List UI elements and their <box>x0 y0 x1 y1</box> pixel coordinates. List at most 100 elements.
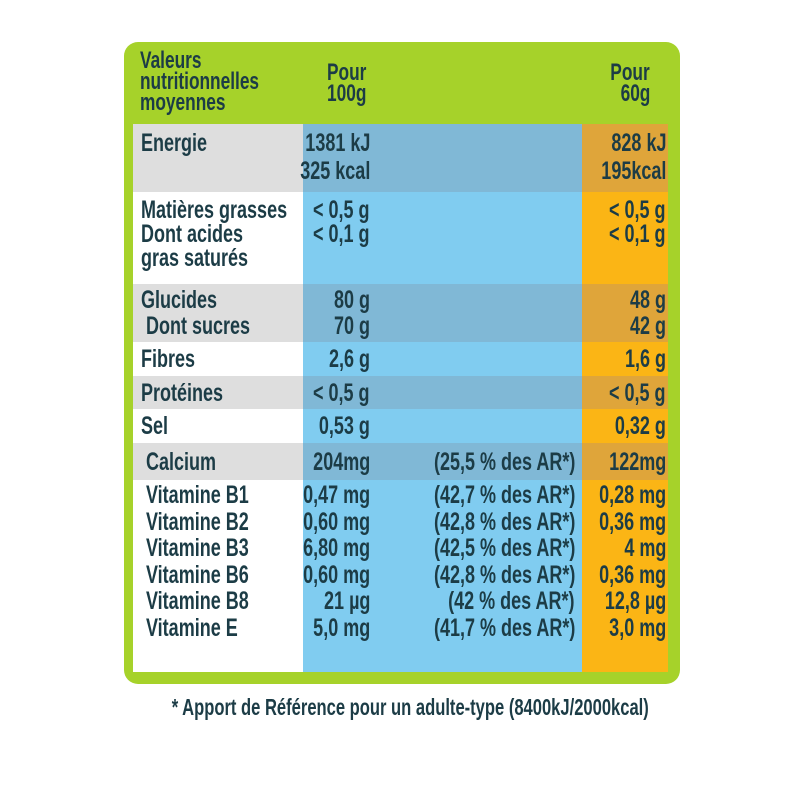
label-cell <box>133 443 303 480</box>
nutrient-label: Dont sucres <box>141 312 251 340</box>
nutrient-label: gras saturés <box>141 244 249 272</box>
nutrient-label: Vitamine B2 <box>141 507 249 536</box>
nutrient-label: Calcium <box>141 448 217 476</box>
table-row: Glucides Dont sucres 80 g 70 g 48 g 42 g <box>133 284 668 342</box>
reference-intake: (42,5 % des AR*) <box>433 534 575 562</box>
value-100g-column: 80 g 70 g <box>320 287 370 339</box>
value-60g-column: 0,28 mg 0,36 mg 4 mg 0,36 mg 12,8 µg 3,0 mg <box>573 482 666 641</box>
label-cell <box>133 480 303 672</box>
value-100g: 0,60 mg <box>302 560 370 589</box>
nutrient-label-column: Protéines <box>141 378 255 408</box>
nutrient-label-column: Sel <box>141 411 179 441</box>
value-60g-column: 48 g 42 g <box>616 287 666 339</box>
title-line: moyennes <box>140 89 226 116</box>
reference-intake: (41,7 % des AR*) <box>433 613 575 642</box>
value-100g: 0,60 mg <box>302 507 370 536</box>
value-100g: 0,53 g <box>318 412 370 440</box>
footnote: * Apport de Référence pour un adulte-typ… <box>0 694 800 721</box>
value-60g-column: < 0,5 g <box>587 378 666 408</box>
value-60g-column: 828 kJ 195kcal <box>576 129 666 185</box>
value-100g-column: 204mg <box>291 446 370 478</box>
per-60g-cell <box>582 342 668 376</box>
value-100g: < 0,1 g <box>313 220 370 248</box>
nutrient-label-column: Calcium <box>141 446 245 478</box>
nutrient-label: Glucides <box>141 286 218 314</box>
value-60g: 42 g <box>629 312 666 340</box>
value-60g: 0,36 mg <box>598 560 666 589</box>
value-60g-column: 0,32 g <box>595 411 666 441</box>
value-60g: 12,8 µg <box>604 587 666 615</box>
nutrient-label: Vitamine B1 <box>141 481 249 509</box>
nutrient-label: Matières grasses <box>141 196 288 224</box>
value-100g-column: 0,47 mg 0,60 mg 6,80 mg 0,60 mg 21 µg 5,0 mg <box>277 482 370 641</box>
value-100g: 204mg <box>312 448 370 476</box>
label-cell <box>133 284 303 342</box>
nutrient-label: Fibres <box>141 345 196 373</box>
table-title: Valeurs nutritionnelles moyennes <box>140 47 305 116</box>
per-60g-cell <box>582 480 668 672</box>
value-100g-column: 2,6 g <box>313 344 370 374</box>
nutrient-label: Dont acides <box>141 220 244 248</box>
table-row: Vitamine B1 Vitamine B2 Vitamine B3 Vita… <box>133 480 668 672</box>
value-60g: 0,32 g <box>614 412 666 440</box>
per-60g-cell <box>582 284 668 342</box>
table-row: Fibres 2,6 g 1,6 g <box>133 342 668 376</box>
per-60g-cell <box>582 376 668 409</box>
nutrient-label: Vitamine B3 <box>141 534 249 562</box>
per-100g-cell <box>303 443 582 480</box>
value-60g-column: 1,6 g <box>609 344 666 374</box>
nutrient-label-column: Fibres <box>141 344 216 374</box>
per-100g-cell <box>303 192 582 284</box>
reference-intake-column: (42,7 % des AR*) (42,8 % des AR*) (42,5 % … <box>379 482 575 641</box>
value-100g-column: < 0,5 g <box>291 378 370 408</box>
column-header-100g: Pour 100g <box>327 59 382 107</box>
per-100g-cell <box>303 342 582 376</box>
nutrient-label: Vitamine B8 <box>141 587 249 615</box>
nutrient-label-column: Energie <box>141 129 233 157</box>
header-line: Pour <box>327 59 367 86</box>
title-line: nutritionnelles <box>140 68 260 95</box>
per-60g-cell <box>582 443 668 480</box>
per-60g-cell <box>582 192 668 284</box>
value-60g-column: < 0,5 g < 0,1 g <box>587 198 666 248</box>
value-60g: 195kcal <box>600 157 666 185</box>
header-line: Pour <box>610 59 650 86</box>
column-header-60g: Pour 60g <box>595 59 650 107</box>
table-row: Calcium 204mg (25,5 % des AR*) 122mg <box>133 443 668 480</box>
value-100g: 5,0 mg <box>312 613 370 642</box>
reference-intake-column: (25,5 % des AR*) <box>379 446 575 478</box>
reference-intake: (42,7 % des AR*) <box>433 481 575 509</box>
value-100g-column: < 0,5 g < 0,1 g <box>291 196 370 248</box>
value-100g: 325 kcal <box>299 157 370 185</box>
table-row: Energie 1381 kJ 325 kcal 828 kJ 195kcal <box>133 124 668 192</box>
value-100g: < 0,5 g <box>313 196 370 224</box>
value-100g: < 0,5 g <box>313 379 370 407</box>
nutrient-label: Protéines <box>141 379 224 407</box>
value-100g: 70 g <box>333 312 370 340</box>
value-60g: 4 mg <box>623 534 666 562</box>
label-cell <box>133 376 303 409</box>
title-line: Valeurs <box>140 47 202 74</box>
label-cell <box>133 409 303 443</box>
per-100g-cell <box>303 480 582 672</box>
value-60g: 48 g <box>629 286 666 314</box>
value-100g-column: 0,53 g <box>299 411 370 441</box>
header-line: 100g <box>327 80 367 107</box>
table-row: Matières grasses Dont acides gras saturés <… <box>133 192 668 284</box>
nutrient-label: Vitamine E <box>141 613 238 642</box>
reference-intake: (42,8 % des AR*) <box>433 507 575 536</box>
nutrient-label-column: Vitamine B1 Vitamine B2 Vitamine B3 Vita… <box>141 482 291 641</box>
per-100g-cell <box>303 284 582 342</box>
per-60g-cell <box>582 124 668 192</box>
value-60g: < 0,1 g <box>609 220 666 248</box>
per-100g-cell <box>303 376 582 409</box>
reference-intake: (42,8 % des AR*) <box>433 560 575 589</box>
reference-intake: (42 % des AR*) <box>448 587 575 615</box>
nutrient-label-column: Matières grasses Dont acides gras saturés <box>141 196 344 272</box>
value-100g: 21 µg <box>323 587 370 615</box>
per-100g-cell <box>303 409 582 443</box>
value-60g: 0,36 mg <box>598 507 666 536</box>
value-60g: 122mg <box>608 448 666 476</box>
header-line: 60g <box>620 80 650 107</box>
value-100g: 80 g <box>333 286 370 314</box>
